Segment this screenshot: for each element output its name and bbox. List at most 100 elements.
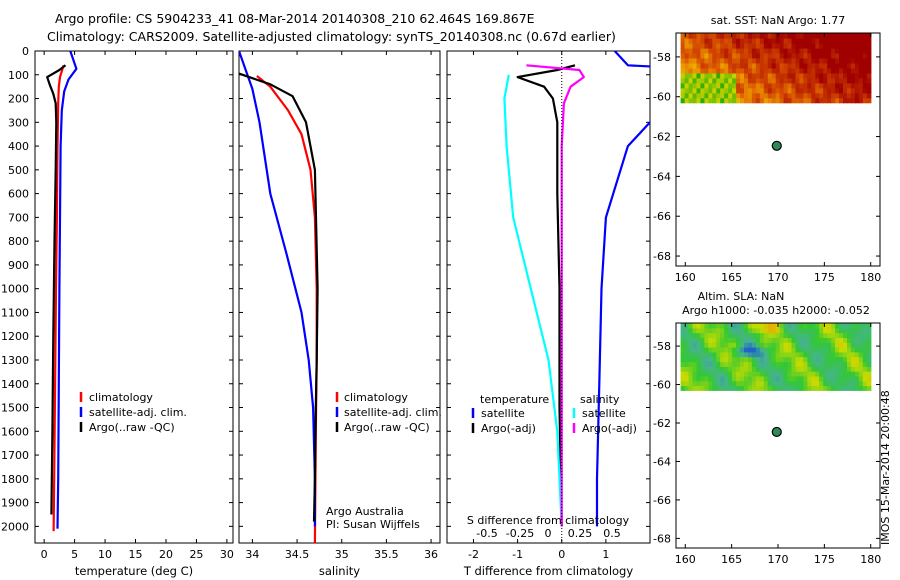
heatmap-cell: [692, 62, 698, 69]
heatmap-cell: [728, 72, 733, 79]
heatmap-cell: [791, 356, 797, 363]
heatmap-cell: [783, 337, 789, 343]
heatmap-cell: [744, 366, 749, 372]
heatmap-cell: [807, 323, 812, 329]
heatmap-cell: [684, 92, 690, 99]
heatmap-cell: [700, 323, 705, 329]
heatmap-cell: [767, 57, 773, 64]
heatmap-cell: [744, 82, 749, 89]
heatmap-cell: [736, 72, 741, 79]
heatmap-cell: [767, 327, 773, 334]
heatmap-cell: [839, 375, 844, 382]
heatmap-cell: [751, 380, 757, 387]
x-tick-label: 170: [768, 553, 789, 566]
heatmap-cell: [779, 351, 785, 358]
heatmap-cell: [807, 92, 812, 99]
heatmap-cell: [708, 385, 713, 391]
heatmap-cell: [712, 380, 717, 387]
heatmap-cell: [736, 327, 741, 334]
heatmap-cell: [847, 43, 852, 49]
heatmap-cell: [835, 342, 840, 348]
heatmap-cell: [839, 385, 844, 391]
heatmap-cell: [696, 327, 702, 334]
heatmap-cell: [736, 97, 741, 104]
heatmap-cell: [696, 323, 702, 329]
heatmap-cell: [728, 385, 733, 391]
heatmap-cell: [720, 356, 725, 363]
heatmap-cell: [771, 385, 777, 391]
heatmap-cell: [831, 347, 836, 353]
heatmap-cell: [850, 77, 856, 84]
heatmap-cell: [854, 366, 860, 372]
heatmap-cell: [728, 356, 733, 363]
heatmap-cell: [751, 375, 757, 382]
heatmap-cell: [811, 323, 816, 329]
heatmap-cell: [847, 342, 852, 348]
heatmap-cell: [783, 38, 789, 44]
heatmap-cell: [751, 342, 757, 348]
heatmap-cell: [866, 38, 872, 44]
heatmap-cell: [803, 347, 808, 353]
heatmap-cell: [847, 92, 852, 99]
heatmap-cell: [854, 62, 860, 69]
heatmap-cell: [858, 87, 864, 94]
heatmap-cell: [799, 366, 804, 372]
heatmap-cell: [724, 327, 729, 334]
s-tick-label: 0.25: [568, 527, 593, 540]
series-line-temperature-argo-adj-: [516, 64, 576, 527]
heatmap-cell: [728, 332, 733, 338]
heatmap-cell: [680, 366, 686, 372]
heatmap-cell: [751, 67, 757, 74]
heatmap-cell: [791, 361, 797, 367]
heatmap-cell: [819, 342, 824, 348]
heatmap-cell: [692, 342, 698, 348]
heatmap-cell: [680, 43, 686, 49]
heatmap-cell: [854, 351, 860, 358]
heatmap-cell: [696, 351, 702, 358]
heatmap-cell: [740, 82, 745, 89]
heatmap-cell: [807, 33, 812, 39]
heatmap-cell: [763, 72, 769, 79]
heatmap-cell: [684, 366, 690, 372]
heatmap-cell: [866, 47, 872, 54]
heatmap-cell: [819, 62, 824, 69]
heatmap-cell: [759, 327, 765, 334]
heatmap-cell: [823, 72, 828, 79]
heatmap-cell: [799, 38, 804, 44]
heatmap-cell: [708, 371, 713, 377]
heatmap-cell: [843, 323, 848, 329]
heatmap-cell: [823, 361, 828, 367]
temperature-panel: 0100200300400500600700800900100011001200…: [1, 45, 234, 578]
heatmap-cell: [803, 82, 808, 89]
x-tick-label: 1: [602, 548, 609, 561]
heatmap-cell: [748, 97, 753, 104]
heatmap-cell: [827, 385, 832, 391]
y-tick-label: 500: [8, 164, 29, 177]
heatmap-cell: [847, 332, 852, 338]
heatmap-cell: [854, 327, 860, 334]
heatmap-cell: [716, 371, 721, 377]
y-tick-label: 1500: [1, 402, 29, 415]
heatmap-cell: [704, 366, 709, 372]
heatmap-cell: [724, 82, 729, 89]
heatmap-cell: [755, 371, 761, 377]
heatmap-cell: [759, 351, 765, 358]
heatmap-cell: [839, 52, 844, 59]
heatmap-cell: [839, 327, 844, 334]
heatmap-cell: [858, 43, 864, 49]
heatmap-cell: [684, 351, 690, 358]
heatmap-cell: [850, 47, 856, 54]
heatmap-cell: [866, 92, 872, 99]
heatmap-cell: [704, 47, 709, 54]
heatmap-cell: [751, 33, 757, 39]
heatmap-cell: [684, 97, 690, 104]
heatmap-cell: [843, 375, 848, 382]
sla-map-panel: 160 165 170 175 180 -58 -60 -62 -64 -66 -68 Altim. …: [653, 290, 881, 566]
heatmap-cell: [811, 87, 816, 94]
heatmap-cell: [823, 351, 828, 358]
heatmap-cell: [688, 77, 694, 84]
heatmap-cell: [791, 323, 797, 329]
legend-label: Argo(-adj): [582, 422, 637, 435]
heatmap-cell: [720, 366, 725, 372]
heatmap-cell: [835, 52, 840, 59]
